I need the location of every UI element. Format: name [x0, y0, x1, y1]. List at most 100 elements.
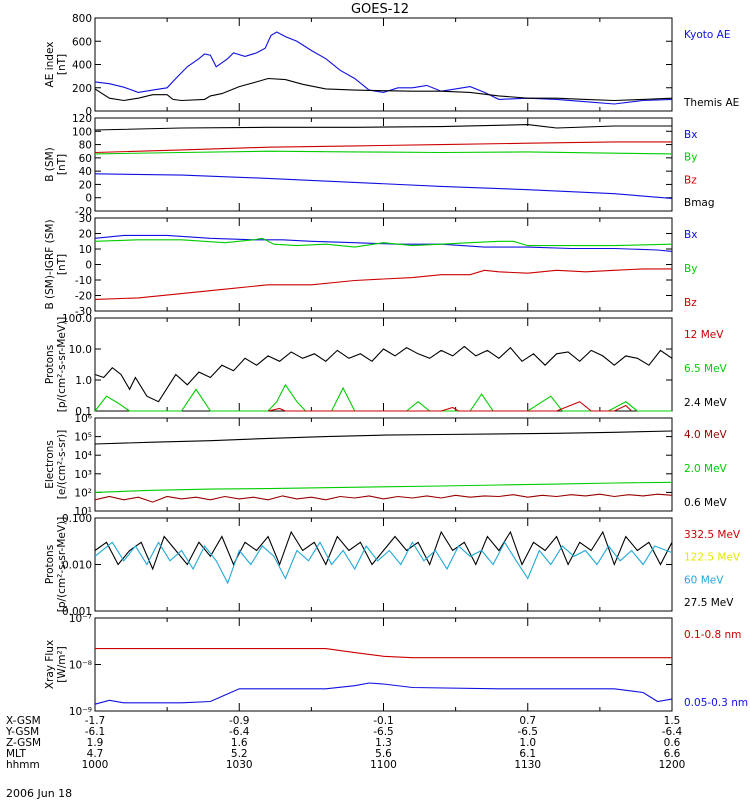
y-axis-label: AE index[nT] — [44, 42, 68, 88]
legend-label: Bx — [684, 129, 697, 141]
footer-value: -1.7 — [85, 715, 106, 727]
series-line-by — [94, 150, 673, 155]
panel-xray: 10⁻⁷ 10⁻⁸ 10⁻⁹ Xray Flux[W/m²] 0.1-0.8 nm 0.0… — [44, 613, 748, 718]
y-tick-label: 200 — [72, 83, 92, 95]
panel-protons_high: 0.1000.0100.001Protons[p/(cm²-s-sr-MeV)]… — [44, 513, 741, 618]
legend-label: Bmag — [684, 197, 715, 209]
footer-row-label: Y-GSM — [5, 726, 39, 738]
y-tick-label: 80 — [79, 140, 92, 152]
legend-label: 2.4 MeV — [684, 397, 728, 409]
footer-row-label: X-GSM — [6, 715, 41, 727]
series-line-0-05-0-3-nm — [94, 682, 673, 705]
y-tick-label: 10³ — [74, 469, 92, 481]
footer-value: 1130 — [514, 759, 541, 771]
footer-value: 0.7 — [519, 715, 536, 727]
y-tick-label: 20 — [79, 179, 92, 191]
y-tick-label: 600 — [72, 36, 92, 48]
footer-value: 5.6 — [375, 748, 392, 760]
date-label: 2006 Jun 18 — [6, 787, 72, 800]
series-line-bz — [94, 141, 672, 154]
panel-protons_low: 100.0 10.0 1.0 0.1 Protons[p/(cm²-s-sr-MeV)]… — [44, 313, 728, 418]
legend-label: Bx — [684, 229, 697, 241]
y-axis-label: Electrons[e/(cm²-s-sr)] — [44, 430, 68, 499]
panel-frame — [94, 117, 673, 212]
legend-label: 27.5 MeV — [684, 597, 734, 609]
series-line-kyoto-ae — [94, 31, 673, 105]
y-axis-label: B (SM)-IGRF (SM)[nT] — [44, 219, 68, 309]
series-line-by — [94, 237, 673, 248]
series-line-0-6-mev — [94, 430, 673, 445]
series-line-60-mev — [94, 541, 673, 585]
panel-ae: 800 600 400 200 0 AE index[nT] Kyoto AE Themis … — [44, 13, 739, 118]
panel-bdiff: 30 20 10 0 -10 -20 -30 B (SM)-IGRF (SM)[nT] Bx By… — [44, 213, 697, 318]
footer-value: 1100 — [370, 759, 397, 771]
y-axis-label-line: Protons — [44, 345, 56, 384]
legend-label: 2.0 MeV — [684, 463, 728, 475]
y-axis-label: Xray Flux[W/m²] — [44, 640, 68, 689]
legend-label: 0.6 MeV — [684, 497, 728, 509]
footer-value: -6.4 — [662, 726, 683, 738]
y-tick-label: 10⁻⁷ — [69, 613, 92, 625]
y-tick-label: 0.100 — [62, 513, 92, 525]
panel-frame — [94, 317, 673, 412]
y-axis-label-line: Protons — [44, 545, 56, 584]
y-axis-label-line: [W/m²] — [56, 646, 68, 683]
y-tick-label: 120 — [72, 113, 92, 125]
footer-value: 1.9 — [87, 737, 104, 749]
y-tick-label: 40 — [79, 166, 92, 178]
y-tick-label: 0 — [85, 106, 92, 118]
series-line-2-4-mev — [94, 345, 673, 403]
footer-value: 0.6 — [664, 737, 681, 749]
y-tick-label: 10⁵ — [74, 432, 92, 444]
series-line-themis-ae — [94, 77, 673, 102]
footer-value: -0.9 — [229, 715, 250, 727]
y-axis-label-line: B (SM)-IGRF (SM) — [44, 219, 56, 309]
legend-label: By — [684, 152, 697, 164]
y-tick-label: 0 — [85, 193, 92, 205]
y-tick-label: 0 — [85, 260, 92, 272]
y-axis-label-line: [nT] — [56, 154, 68, 175]
series-line-12-mev — [267, 401, 632, 412]
panel-frame — [94, 617, 673, 712]
panel-frame — [94, 17, 673, 112]
footer-value: -6.1 — [85, 726, 106, 738]
y-tick-label: 10² — [74, 487, 92, 499]
footer-value: -0.1 — [373, 715, 394, 727]
y-tick-label: 100.0 — [62, 313, 92, 325]
legend-label: By — [684, 263, 697, 275]
y-tick-label: 100 — [72, 126, 92, 138]
series-line-2-0-mev — [94, 481, 673, 493]
footer-value: 1030 — [226, 759, 253, 771]
y-axis-label-line: Electrons — [44, 440, 56, 489]
y-axis-label-line: [e/(cm²-s-sr)] — [56, 430, 68, 499]
y-axis-label-line: Xray Flux — [44, 640, 56, 689]
y-tick-label: 30 — [79, 213, 92, 225]
legend-label: 332.5 MeV — [684, 529, 741, 541]
y-tick-label: 20 — [79, 229, 92, 241]
legend-label: 6.5 MeV — [684, 363, 728, 375]
y-tick-label: 10⁶ — [74, 413, 92, 425]
y-tick-label: 10⁻⁸ — [69, 660, 92, 672]
y-tick-label: 10.0 — [69, 344, 92, 356]
y-axis-label-line: B (SM) — [44, 147, 56, 181]
footer-value: 1200 — [659, 759, 686, 771]
y-axis-label-line: [nT] — [56, 54, 68, 75]
y-tick-label: -20 — [75, 206, 92, 218]
footer-value: -6.5 — [518, 726, 539, 738]
legend-label: 4.0 MeV — [684, 429, 728, 441]
legend-label: Bz — [684, 174, 697, 186]
footer-row-label: hhmm — [6, 759, 40, 771]
legend-label: 122.5 MeV — [684, 552, 741, 564]
y-tick-label: 10¹ — [74, 506, 92, 518]
footer-row-label: Z-GSM — [6, 737, 41, 749]
footer-value: 4.7 — [87, 748, 104, 760]
y-tick-label: 400 — [72, 60, 92, 72]
y-tick-label: 1.0 — [75, 375, 92, 387]
y-axis-label: B (SM)[nT] — [44, 147, 68, 181]
series-line-bx — [94, 234, 673, 252]
legend-label: Kyoto AE — [684, 29, 730, 41]
